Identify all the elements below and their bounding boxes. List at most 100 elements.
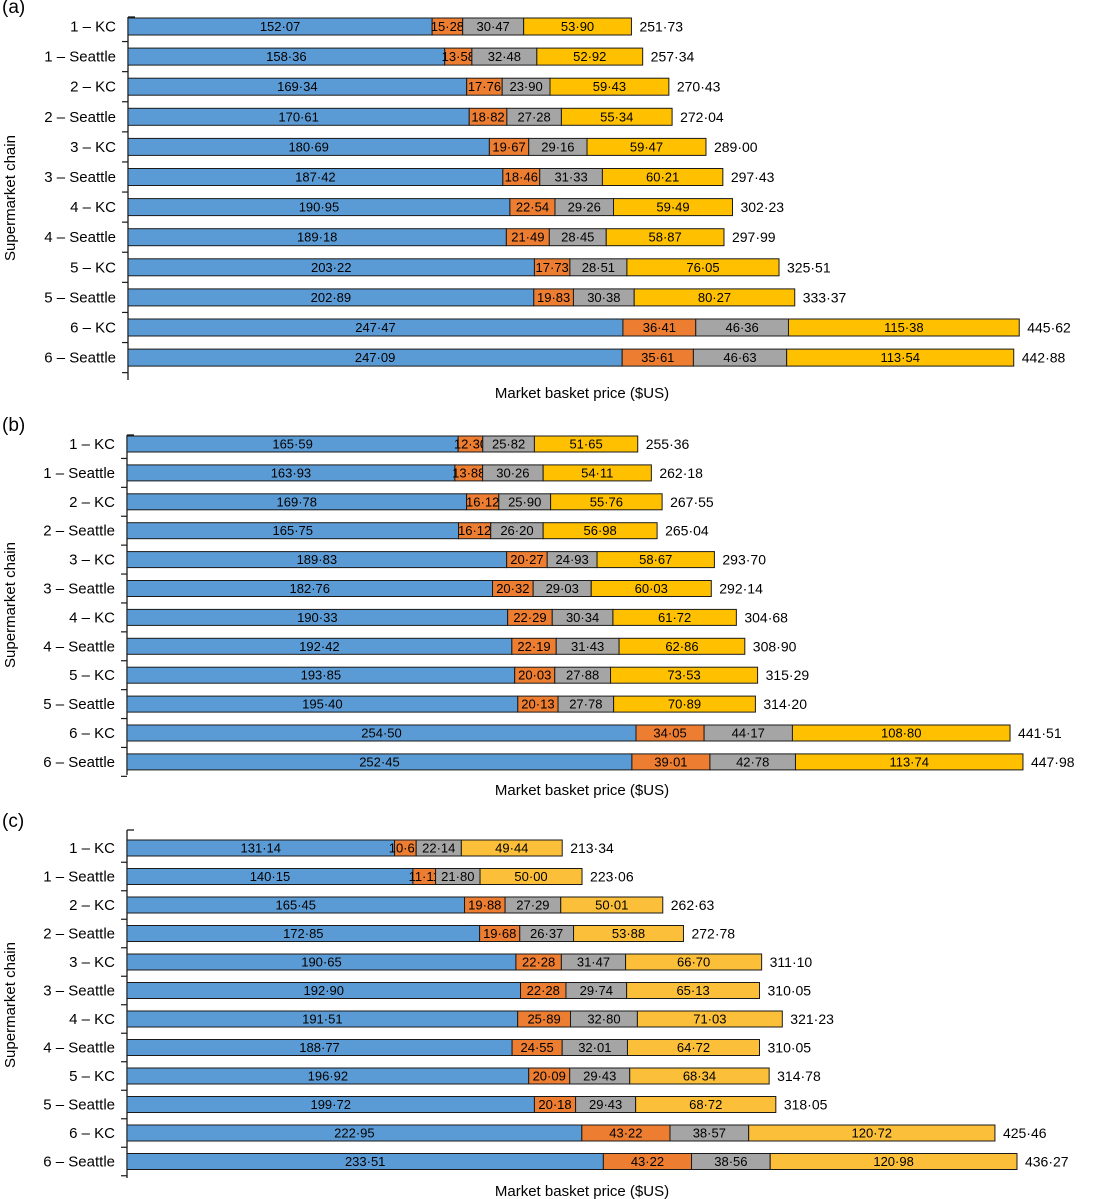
segment-value-label: 165·75 — [273, 523, 313, 538]
segment-value-label: 32·48 — [488, 49, 521, 64]
segment-value-label: 27·78 — [569, 697, 602, 712]
segment-value-label: 80·27 — [698, 290, 731, 305]
bar-segment — [626, 1039, 761, 1056]
bar-segment — [625, 953, 763, 971]
segment-value-label: 140·15 — [250, 869, 290, 884]
segment-value-label: 53·88 — [612, 926, 645, 941]
category-label: 6 – Seattle — [43, 1154, 115, 1171]
total-value-label: 289·00 — [714, 139, 758, 155]
category-label: 6 – Seattle — [43, 754, 115, 771]
segment-value-label: 17·73 — [536, 260, 569, 275]
segment-value-label: 158·36 — [266, 49, 306, 64]
total-value-label: 265·04 — [665, 523, 709, 539]
total-value-label: 297·43 — [731, 169, 775, 185]
segment-value-label: 192·42 — [299, 639, 339, 654]
bar-segment — [635, 1096, 777, 1113]
segment-value-label: 193·85 — [301, 668, 341, 683]
segment-value-label: 35·61 — [641, 350, 674, 365]
category-label: 2 – KC — [70, 79, 116, 96]
category-label: 6 – KC — [69, 725, 115, 742]
x-axis-title: Market basket price ($US) — [495, 1183, 669, 1199]
category-label: 5 – Seattle — [43, 696, 115, 713]
total-value-label: 257·34 — [651, 49, 695, 65]
category-label: 3 – KC — [69, 954, 115, 971]
bar-segment — [560, 107, 673, 126]
segment-value-label: 58·87 — [648, 230, 681, 245]
segment-value-label: 61·72 — [658, 610, 691, 625]
y-axis-title: Supermarket chain — [2, 542, 19, 668]
segment-value-label: 29·26 — [568, 200, 601, 215]
bar-segment — [523, 17, 632, 36]
bar-segment — [596, 551, 715, 569]
total-value-label: 304·68 — [744, 609, 788, 625]
total-value-label: 442·88 — [1022, 350, 1066, 366]
bar-segment — [636, 1010, 783, 1028]
segment-value-label: 190·95 — [299, 200, 339, 215]
segment-value-label: 189·83 — [297, 552, 337, 567]
segment-value-label: 30·26 — [496, 465, 529, 480]
total-value-label: 436·27 — [1025, 1154, 1069, 1170]
segment-value-label: 50·01 — [595, 898, 628, 913]
segment-value-label: 42·78 — [736, 754, 769, 769]
total-value-label: 270·43 — [677, 79, 721, 95]
category-label: 6 – Seattle — [44, 350, 116, 367]
segment-value-label: 20·13 — [521, 697, 554, 712]
segment-value-label: 62·86 — [665, 639, 698, 654]
segment-value-label: 59·43 — [593, 79, 626, 94]
bar-segment — [590, 580, 712, 597]
segment-value-label: 28·45 — [561, 230, 594, 245]
bar-segment — [618, 637, 746, 655]
segment-value-label: 169·34 — [277, 79, 317, 94]
segment-value-label: 19·68 — [483, 926, 516, 941]
total-value-label: 272·78 — [691, 926, 735, 942]
segment-value-label: 46·63 — [723, 350, 756, 365]
segment-value-label: 254·50 — [361, 726, 401, 741]
category-label: 5 – KC — [70, 259, 116, 276]
segment-value-label: 50·00 — [514, 869, 547, 884]
segment-value-label: 13·88 — [452, 465, 485, 480]
segment-value-label: 20·03 — [518, 668, 551, 683]
category-label: 1 – Seattle — [43, 869, 115, 886]
bar-segment — [542, 464, 652, 482]
total-value-label: 262·63 — [671, 897, 715, 913]
segment-value-label: 29·43 — [589, 1097, 622, 1112]
bar-segment — [550, 493, 663, 511]
total-value-label: 308·90 — [753, 638, 797, 654]
segment-value-label: 18·46 — [505, 170, 538, 185]
segment-value-label: 52·92 — [573, 49, 606, 64]
bar-segment — [536, 47, 644, 66]
segment-value-label: 31·33 — [554, 170, 587, 185]
segment-value-label: 38·57 — [693, 1126, 726, 1141]
segment-value-label: 247·47 — [355, 320, 395, 335]
segment-value-label: 120·98 — [873, 1154, 913, 1169]
segment-value-label: 28·51 — [582, 260, 615, 275]
segment-value-label: 196·92 — [308, 1069, 348, 1084]
segment-value-label: 30·47 — [477, 19, 510, 34]
total-value-label: 297·99 — [732, 229, 776, 245]
total-value-label: 314·78 — [777, 1068, 821, 1084]
segment-value-label: 68·34 — [683, 1069, 716, 1084]
category-label: 6 – KC — [69, 1125, 115, 1142]
category-label: 1 – KC — [69, 840, 115, 857]
category-label: 2 – Seattle — [43, 523, 115, 540]
x-axis-title: Market basket price ($US) — [495, 385, 669, 402]
segment-value-label: 16·12 — [466, 494, 499, 509]
segment-value-label: 22·14 — [422, 841, 455, 856]
total-value-label: 292·14 — [719, 581, 763, 597]
category-label: 3 – Seattle — [43, 983, 115, 1000]
category-label: 4 – KC — [70, 199, 116, 216]
segment-value-label: 25·90 — [508, 494, 541, 509]
bar-segment — [601, 168, 724, 186]
segment-value-label: 59·49 — [656, 200, 689, 215]
segment-value-label: 202·89 — [311, 290, 351, 305]
bar-segment — [573, 925, 684, 942]
segment-value-label: 73·53 — [667, 668, 700, 683]
segment-value-label: 31·47 — [577, 955, 610, 970]
segment-value-label: 43·22 — [631, 1154, 664, 1169]
category-label: 5 – Seattle — [44, 289, 116, 306]
category-label: 5 – Seattle — [43, 1097, 115, 1114]
bar-segment — [586, 137, 707, 156]
segment-value-label: 199·72 — [310, 1097, 350, 1112]
segment-value-label: 34·05 — [653, 726, 686, 741]
segment-value-label: 188·77 — [299, 1040, 339, 1055]
